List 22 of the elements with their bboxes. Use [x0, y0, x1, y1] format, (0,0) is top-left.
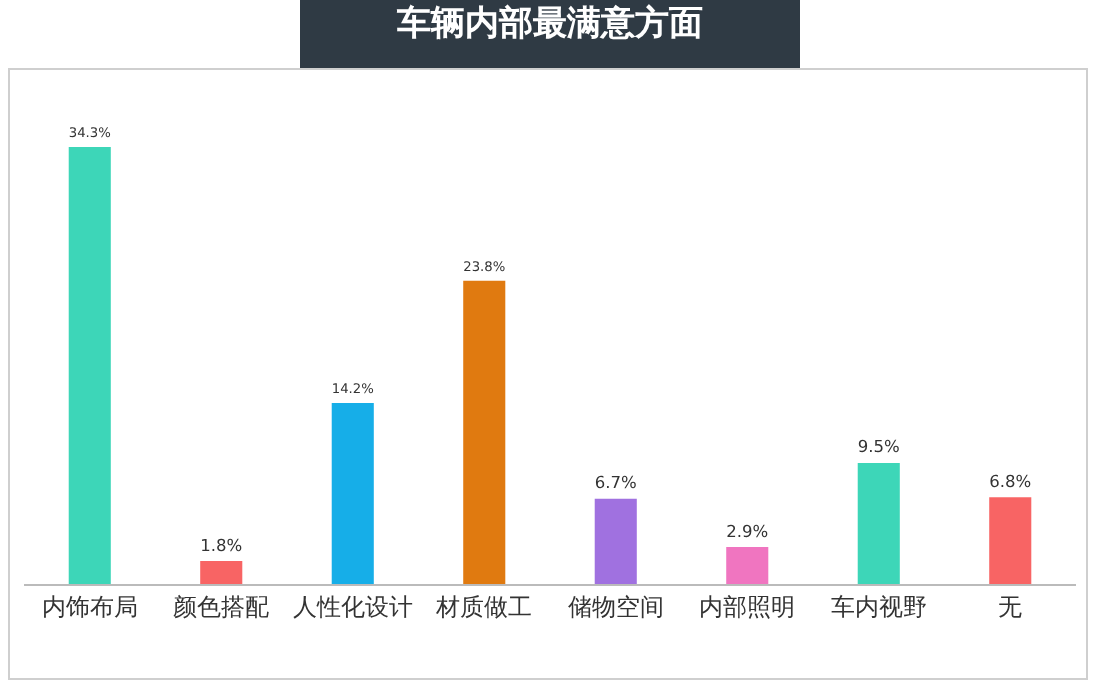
x-tick-label: 无 [998, 588, 1023, 623]
data-label: 2.9% [726, 520, 769, 541]
data-label: 1.8% [200, 534, 243, 555]
data-label: 6.7% [594, 472, 638, 493]
x-tick-label: 人性化设计 [292, 588, 413, 623]
bar [594, 498, 637, 584]
x-tick-label: 内饰布局 [41, 588, 138, 623]
x-tick-label: 车内视野 [830, 588, 927, 623]
x-tick-label: 颜色搭配 [173, 588, 270, 623]
bar [989, 497, 1032, 584]
chart-title: 车辆内部最满意方面 [395, 4, 703, 45]
data-label: 9.5% [857, 436, 901, 457]
bar [857, 462, 900, 584]
bar [726, 547, 769, 584]
x-tick-label: 内部照明 [699, 588, 796, 623]
bar [200, 561, 243, 584]
x-tick-label: 储物空间 [567, 588, 664, 623]
x-tick-label: 材质做工 [434, 588, 533, 623]
bar [331, 403, 374, 584]
data-label: 6.8% [989, 470, 1032, 491]
bar [68, 147, 111, 584]
bar [463, 280, 506, 584]
